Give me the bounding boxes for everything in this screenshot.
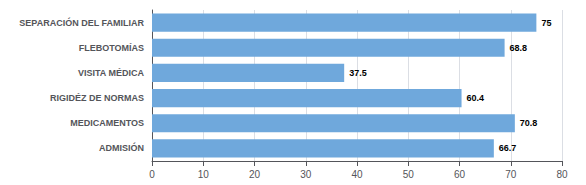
svg-text:70.8: 70.8 [520, 118, 538, 128]
svg-text:40: 40 [351, 169, 363, 180]
svg-text:80: 80 [556, 169, 568, 180]
svg-text:68.8: 68.8 [510, 43, 528, 53]
svg-text:ADMISIÓN: ADMISIÓN [99, 142, 144, 153]
svg-text:10: 10 [198, 169, 210, 180]
svg-text:20: 20 [249, 169, 261, 180]
svg-text:VISITA MÉDICA: VISITA MÉDICA [78, 68, 145, 78]
svg-text:66.7: 66.7 [499, 143, 517, 153]
svg-text:70: 70 [505, 169, 517, 180]
svg-text:75: 75 [541, 18, 551, 28]
svg-text:37.5: 37.5 [349, 68, 367, 78]
svg-text:50: 50 [403, 169, 415, 180]
svg-text:60: 60 [454, 169, 466, 180]
svg-text:0: 0 [149, 169, 155, 180]
svg-text:RIGIDÉZ DE NORMAS: RIGIDÉZ DE NORMAS [50, 93, 144, 103]
svg-text:30: 30 [300, 169, 312, 180]
svg-text:60.4: 60.4 [467, 93, 485, 103]
svg-text:SEPARACIÓN DEL FAMILIAR: SEPARACIÓN DEL FAMILIAR [19, 17, 144, 28]
svg-text:FLEBOTOMÍAS: FLEBOTOMÍAS [79, 43, 144, 53]
svg-text:MEDICAMENTOS: MEDICAMENTOS [70, 118, 144, 128]
